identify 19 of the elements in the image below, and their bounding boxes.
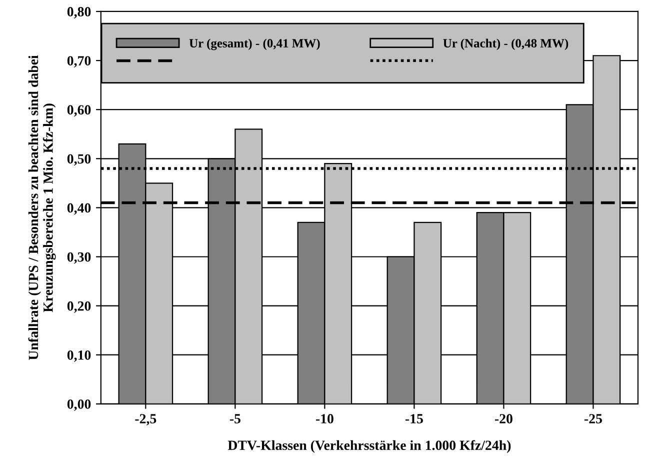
y-tick-label: 0,50 xyxy=(67,154,91,166)
y-tick-label: 0,60 xyxy=(67,105,91,117)
legend-label: Ur (Nacht) - (0,48 MW) xyxy=(443,38,568,50)
y-tick-label: 0,40 xyxy=(67,203,91,215)
y-axis-title: Unfallrate (UPS / Besonders zu beachten sind dabei Kreuzungsbereiche 1 Mio. Kfz-km) xyxy=(28,55,56,360)
y-tick-label: 0,20 xyxy=(67,301,91,313)
y-tick-label: 0,80 xyxy=(67,7,91,18)
x-tick-label: -5 xyxy=(230,414,240,424)
legend-label: Ur (gesamt) - (0,41 MW) xyxy=(189,38,320,50)
x-axis-title: DTV-Klassen (Verkehrsstärke in 1.000 Kfz/24h) xyxy=(228,440,511,453)
x-tick-label: -20 xyxy=(494,414,512,424)
x-tick-label: -2,5 xyxy=(135,414,156,426)
x-tick-label: -15 xyxy=(405,414,423,424)
y-tick-label: 0,10 xyxy=(67,350,91,362)
y-tick-label: 0,30 xyxy=(67,252,91,264)
x-tick-label: -25 xyxy=(584,414,602,424)
y-tick-label: 0,70 xyxy=(67,56,91,68)
y-tick-label: 0,00 xyxy=(67,400,91,411)
x-tick-label: -10 xyxy=(316,414,334,424)
